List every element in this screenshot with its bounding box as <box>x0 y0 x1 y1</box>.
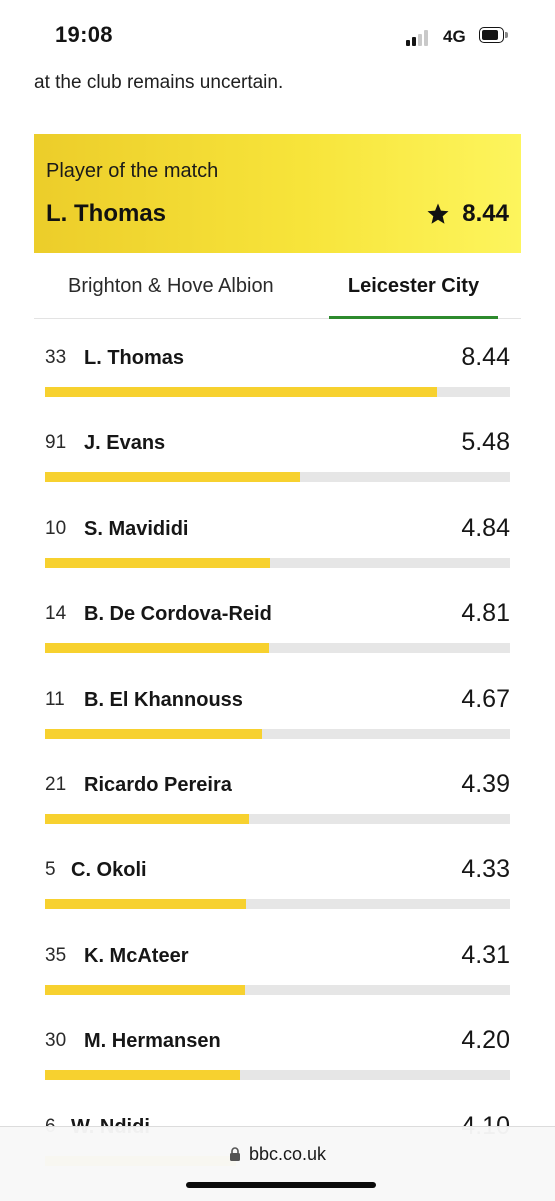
player-number: 14 <box>45 603 67 625</box>
player-row[interactable]: 30 M. Hermansen 4.20 <box>45 1006 510 1091</box>
player-row[interactable]: 5 C. Okoli 4.33 <box>45 835 510 920</box>
player-rating: 4.67 <box>461 684 510 713</box>
potm-player-name: L. Thomas <box>46 200 167 227</box>
player-name: S. Mavididi <box>84 517 189 540</box>
address-bar[interactable]: bbc.co.uk <box>0 1144 555 1165</box>
player-rating: 4.39 <box>461 769 510 798</box>
rating-bar-track <box>45 387 510 397</box>
player-rating: 4.84 <box>461 513 510 542</box>
rating-bar-track <box>45 813 510 824</box>
player-name: J. Evans <box>84 432 166 455</box>
potm-rating-value: 8.44 <box>462 200 509 227</box>
status-bar: 19:08 4G <box>0 0 555 70</box>
browser-bottom-bar: bbc.co.uk <box>0 1126 555 1201</box>
player-rating: 5.48 <box>461 428 510 457</box>
rating-bar-fill <box>45 899 247 910</box>
player-number: 5 <box>45 859 56 881</box>
player-name: L. Thomas <box>84 347 185 369</box>
player-number: 30 <box>45 1030 67 1052</box>
rating-bar-track <box>45 899 510 910</box>
player-number: 33 <box>45 347 67 368</box>
battery-icon <box>479 27 509 45</box>
team-tabs: Brighton & Hove Albion Leicester City <box>34 262 521 319</box>
rating-bar-fill <box>45 472 300 483</box>
cellular-signal-icon <box>406 30 434 46</box>
rating-bar-fill <box>45 813 250 824</box>
player-number: 11 <box>45 688 65 710</box>
player-rating: 4.33 <box>461 855 510 884</box>
rating-bar-fill <box>45 643 269 654</box>
rating-bar-track <box>45 1070 510 1081</box>
player-number: 35 <box>45 944 67 966</box>
article-text: at the club remains uncertain. <box>34 72 284 93</box>
player-row[interactable]: 21 Ricardo Pereira 4.39 <box>45 750 510 835</box>
status-time: 19:08 <box>55 22 113 47</box>
rating-bar-fill <box>45 728 263 739</box>
player-name: M. Hermansen <box>84 1030 221 1053</box>
rating-bar-fill <box>45 387 438 397</box>
player-number: 21 <box>45 773 67 795</box>
potm-label: Player of the match <box>46 160 219 182</box>
player-row[interactable]: 10 S. Mavididi 4.84 <box>45 494 510 579</box>
player-row[interactable]: 14 B. De Cordova-Reid 4.81 <box>45 579 510 664</box>
rating-bar-track <box>45 557 510 568</box>
rating-bar-fill <box>45 1070 241 1081</box>
player-row[interactable]: 91 J. Evans 5.48 <box>45 408 510 493</box>
player-name: B. De Cordova-Reid <box>84 603 272 626</box>
player-rating: 8.44 <box>461 343 510 371</box>
lock-icon <box>229 1147 240 1161</box>
player-name: B. El Khannouss <box>84 688 243 711</box>
player-number: 10 <box>45 517 67 539</box>
player-row[interactable]: 11 B. El Khannouss 4.67 <box>45 665 510 750</box>
player-row[interactable]: 33 L. Thomas 8.44 <box>45 323 510 408</box>
home-indicator[interactable] <box>186 1182 376 1188</box>
player-rating: 4.20 <box>461 1026 510 1055</box>
player-name: K. McAteer <box>84 944 189 967</box>
rating-bar-fill <box>45 984 246 995</box>
rating-bar-track <box>45 472 510 483</box>
network-type: 4G <box>443 27 466 46</box>
tab-leicester[interactable]: Leicester City <box>329 262 498 319</box>
player-number: 91 <box>45 432 67 454</box>
potm-rating: 8.44 <box>426 200 509 228</box>
star-icon <box>427 203 449 224</box>
player-of-the-match-card: Player of the match L. Thomas 8.44 <box>34 134 521 253</box>
player-ratings-list: 33 L. Thomas 8.44 91 J. Evans 5.48 10 S.… <box>45 323 510 1177</box>
rating-bar-track <box>45 984 510 995</box>
player-row[interactable]: 35 K. McAteer 4.31 <box>45 921 510 1006</box>
player-rating: 4.81 <box>461 599 510 628</box>
player-rating: 4.31 <box>461 940 510 969</box>
rating-bar-track <box>45 643 510 654</box>
tab-brighton[interactable]: Brighton & Hove Albion <box>68 275 274 297</box>
rating-bar-track <box>45 728 510 739</box>
url-text: bbc.co.uk <box>248 1144 327 1164</box>
player-name: Ricardo Pereira <box>84 773 232 796</box>
rating-bar-fill <box>45 557 271 568</box>
player-name: C. Okoli <box>71 859 147 882</box>
